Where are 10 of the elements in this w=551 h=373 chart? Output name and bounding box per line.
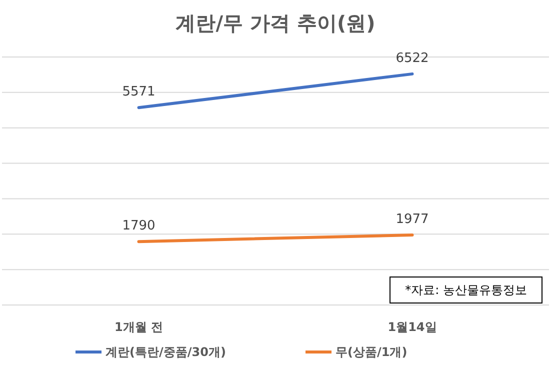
legend-label: 무(상품/1개) (336, 345, 408, 360)
data-label: 6522 (396, 50, 429, 66)
x-tick-label: 1개월 전 (114, 320, 164, 334)
data-label: 1790 (122, 218, 156, 234)
chart-title: 계란/무 가격 추이(원) (176, 11, 376, 35)
x-tick-label: 1월14일 (388, 320, 437, 334)
annotation: *자료: 농산물유통정보 (405, 283, 527, 298)
legend-label: 계란(특란/중품/30개) (106, 345, 226, 360)
data-label: 1977 (396, 212, 429, 227)
data-label: 5571 (122, 84, 156, 100)
